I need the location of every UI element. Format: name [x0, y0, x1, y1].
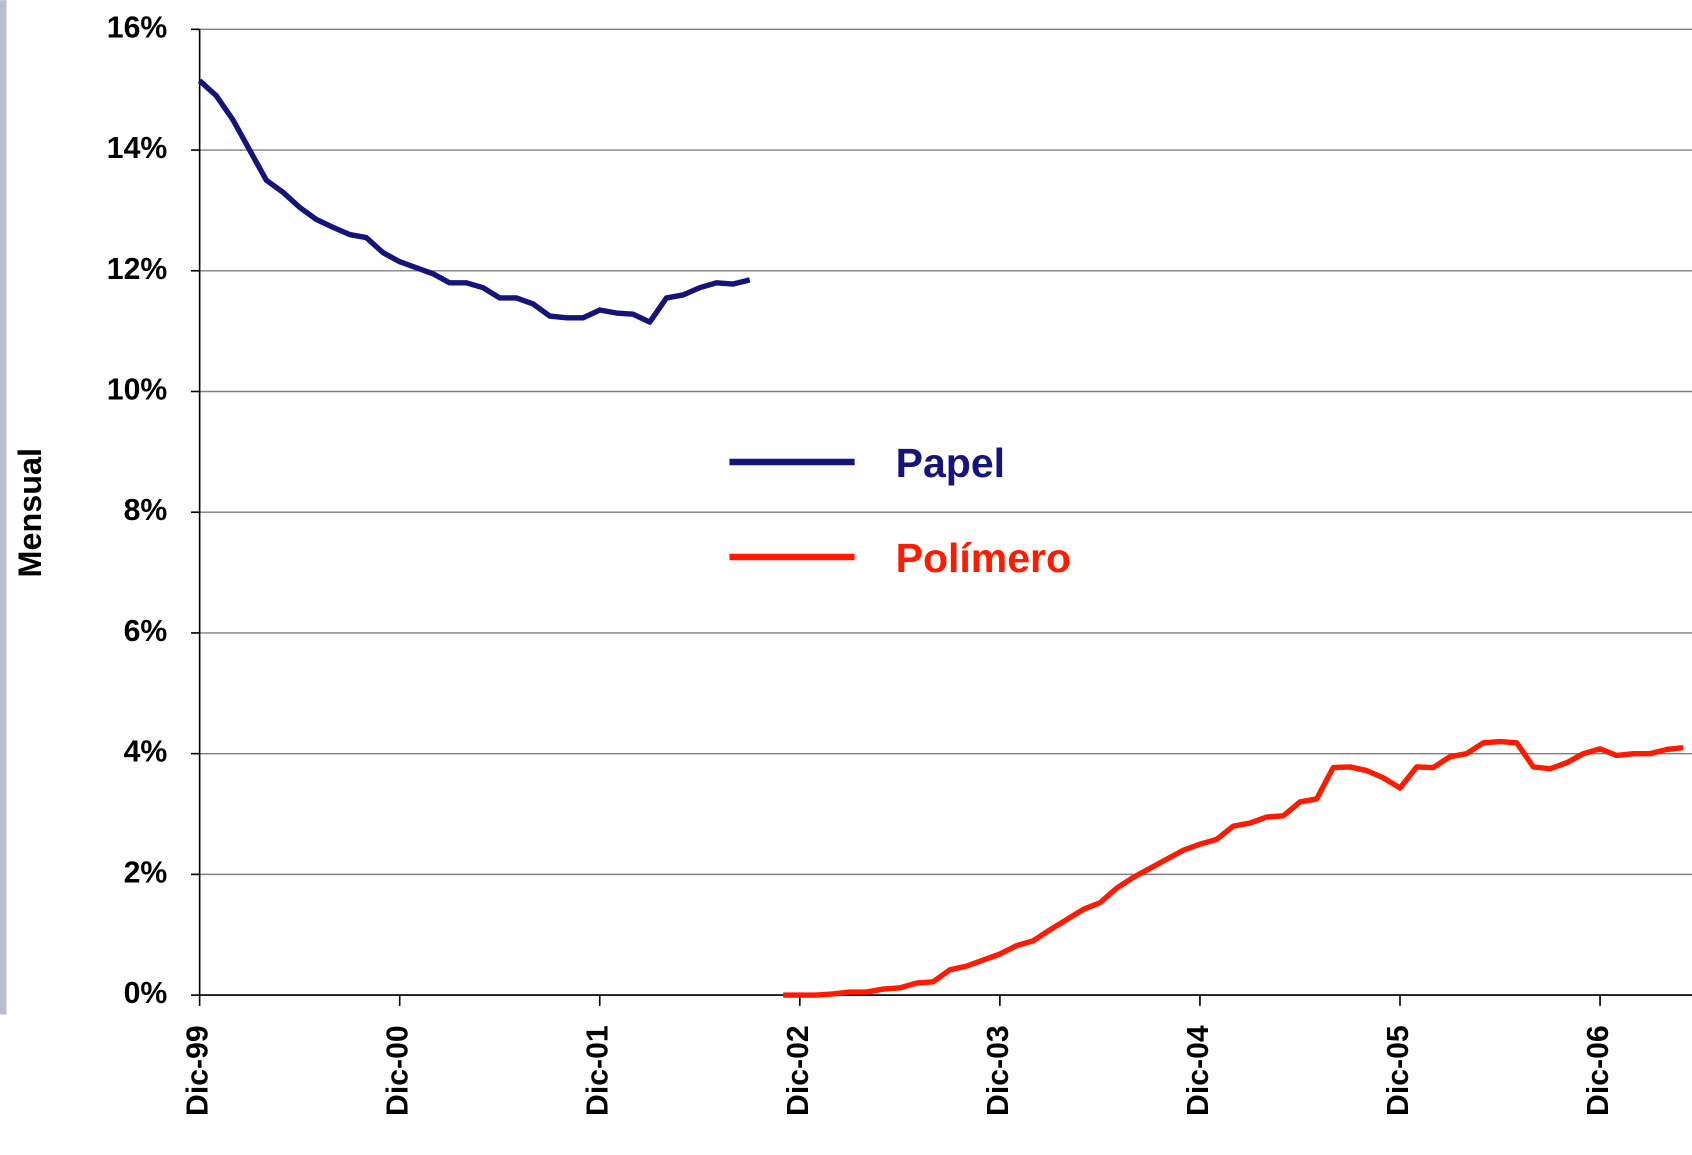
x-tick-label: Dic-00: [382, 1025, 415, 1116]
series-line: [197, 78, 751, 325]
y-tick-label: 10%: [107, 373, 168, 406]
legend-label: Papel: [896, 440, 1005, 486]
side-bar: [0, 0, 7, 1015]
y-tick-label: 8%: [124, 494, 168, 527]
x-tick-label: Dic-02: [782, 1025, 815, 1116]
series-line: [783, 738, 1684, 998]
y-tick-label: 4%: [124, 736, 168, 769]
x-tick-label: Dic-99: [182, 1025, 215, 1116]
x-tick-label: Dic-01: [582, 1025, 615, 1116]
y-tick-label: 12%: [107, 253, 168, 286]
y-tick-label: 14%: [107, 132, 168, 165]
legend-label: Polímero: [896, 535, 1071, 581]
y-tick-label: 0%: [124, 977, 168, 1010]
x-tick-label: Dic-05: [1382, 1025, 1415, 1116]
y-axis-label: Mensual: [12, 448, 48, 577]
y-tick-label: 16%: [107, 11, 168, 44]
x-tick-label: Dic-03: [982, 1025, 1015, 1116]
y-tick-label: 2%: [124, 856, 168, 889]
x-tick-label: Dic-04: [1182, 1025, 1215, 1116]
x-tick-label: Dic-06: [1582, 1025, 1615, 1116]
y-tick-label: 6%: [124, 615, 168, 648]
